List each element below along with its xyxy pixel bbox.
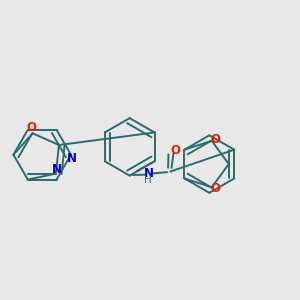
Text: N: N xyxy=(52,164,61,176)
Text: N: N xyxy=(67,152,76,165)
Text: N: N xyxy=(143,167,153,180)
Text: O: O xyxy=(210,182,220,195)
Text: O: O xyxy=(26,121,36,134)
Text: H: H xyxy=(144,175,152,185)
Text: O: O xyxy=(170,144,180,157)
Text: O: O xyxy=(210,133,220,146)
